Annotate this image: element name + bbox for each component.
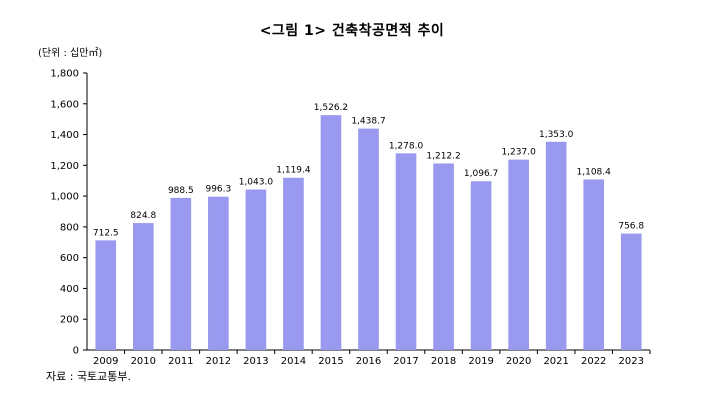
data-label-2016: 1,438.7: [351, 117, 385, 127]
x-tick-label-2019: 2019: [468, 356, 493, 367]
y-tick-label: 1,400: [50, 130, 79, 141]
data-label-2023: 756.8: [618, 222, 644, 232]
y-tick-label: 1,000: [50, 192, 79, 203]
y-tick-label: 400: [60, 284, 79, 295]
x-tick-label-2013: 2013: [243, 356, 268, 367]
data-label-2020: 1,237.0: [501, 148, 536, 158]
x-tick-label-2009: 2009: [93, 356, 118, 367]
bar-2015: [320, 115, 342, 350]
x-tick-label-2014: 2014: [281, 356, 306, 367]
data-label-2014: 1,119.4: [276, 166, 311, 176]
bar-2014: [283, 177, 304, 350]
bar-2022: [583, 179, 605, 350]
x-tick-label-2016: 2016: [356, 356, 381, 367]
bar-2009: [95, 240, 117, 350]
bar-2021: [545, 141, 567, 350]
bar-2020: [508, 159, 529, 350]
y-tick-label: 600: [60, 253, 79, 264]
source-note: 자료 : 국토교통부.: [46, 370, 132, 383]
y-tick-label: 1,800: [50, 69, 79, 80]
bar-2011: [170, 197, 192, 350]
x-tick-label-2018: 2018: [431, 356, 456, 367]
x-tick-label-2017: 2017: [393, 356, 418, 367]
bar-2018: [433, 163, 454, 350]
x-tick-label-2021: 2021: [543, 356, 568, 367]
y-tick-label: 1,600: [50, 99, 79, 110]
chart-bars: [95, 115, 642, 350]
bar-2016: [358, 128, 379, 350]
data-label-2009: 712.5: [93, 228, 119, 238]
data-label-2017: 1,278.0: [389, 141, 424, 151]
x-tick-label-2010: 2010: [131, 356, 156, 367]
y-tick-label: 800: [60, 222, 79, 233]
data-label-2021: 1,353.0: [539, 130, 574, 140]
unit-label: (단위 : 십만㎡): [38, 48, 103, 59]
bar-2010: [132, 223, 154, 350]
bar-2023: [620, 233, 642, 350]
data-label-2015: 1,526.2: [314, 103, 348, 113]
data-label-2012: 996.3: [205, 185, 231, 195]
x-tick-label-2012: 2012: [206, 356, 231, 367]
bar-2013: [245, 189, 267, 350]
data-label-2018: 1,212.2: [426, 151, 460, 161]
chart-title: <그림 1> 건축착공면적 추이: [259, 23, 445, 39]
data-label-2011: 988.5: [168, 186, 194, 196]
data-label-2022: 1,108.4: [577, 167, 612, 177]
y-tick-label: 1,200: [50, 161, 79, 172]
x-tick-label-2023: 2023: [619, 356, 644, 367]
x-tick-label-2020: 2020: [506, 356, 531, 367]
y-tick-label: 200: [60, 315, 79, 326]
y-tick-label: 0: [73, 346, 79, 357]
data-label-2010: 824.8: [130, 211, 156, 221]
bar-2017: [395, 153, 417, 350]
bar-2019: [470, 181, 492, 350]
x-tick-label-2011: 2011: [168, 356, 193, 367]
data-label-2019: 1,096.7: [464, 169, 498, 179]
x-tick-label-2022: 2022: [581, 356, 606, 367]
data-label-2013: 1,043.0: [239, 177, 274, 187]
bar-2012: [208, 196, 229, 350]
x-tick-label-2015: 2015: [318, 356, 343, 367]
chart-value-labels: 712.5 824.8 988.5 996.3 1,043.01,119.4 1,526.…: [93, 103, 645, 238]
